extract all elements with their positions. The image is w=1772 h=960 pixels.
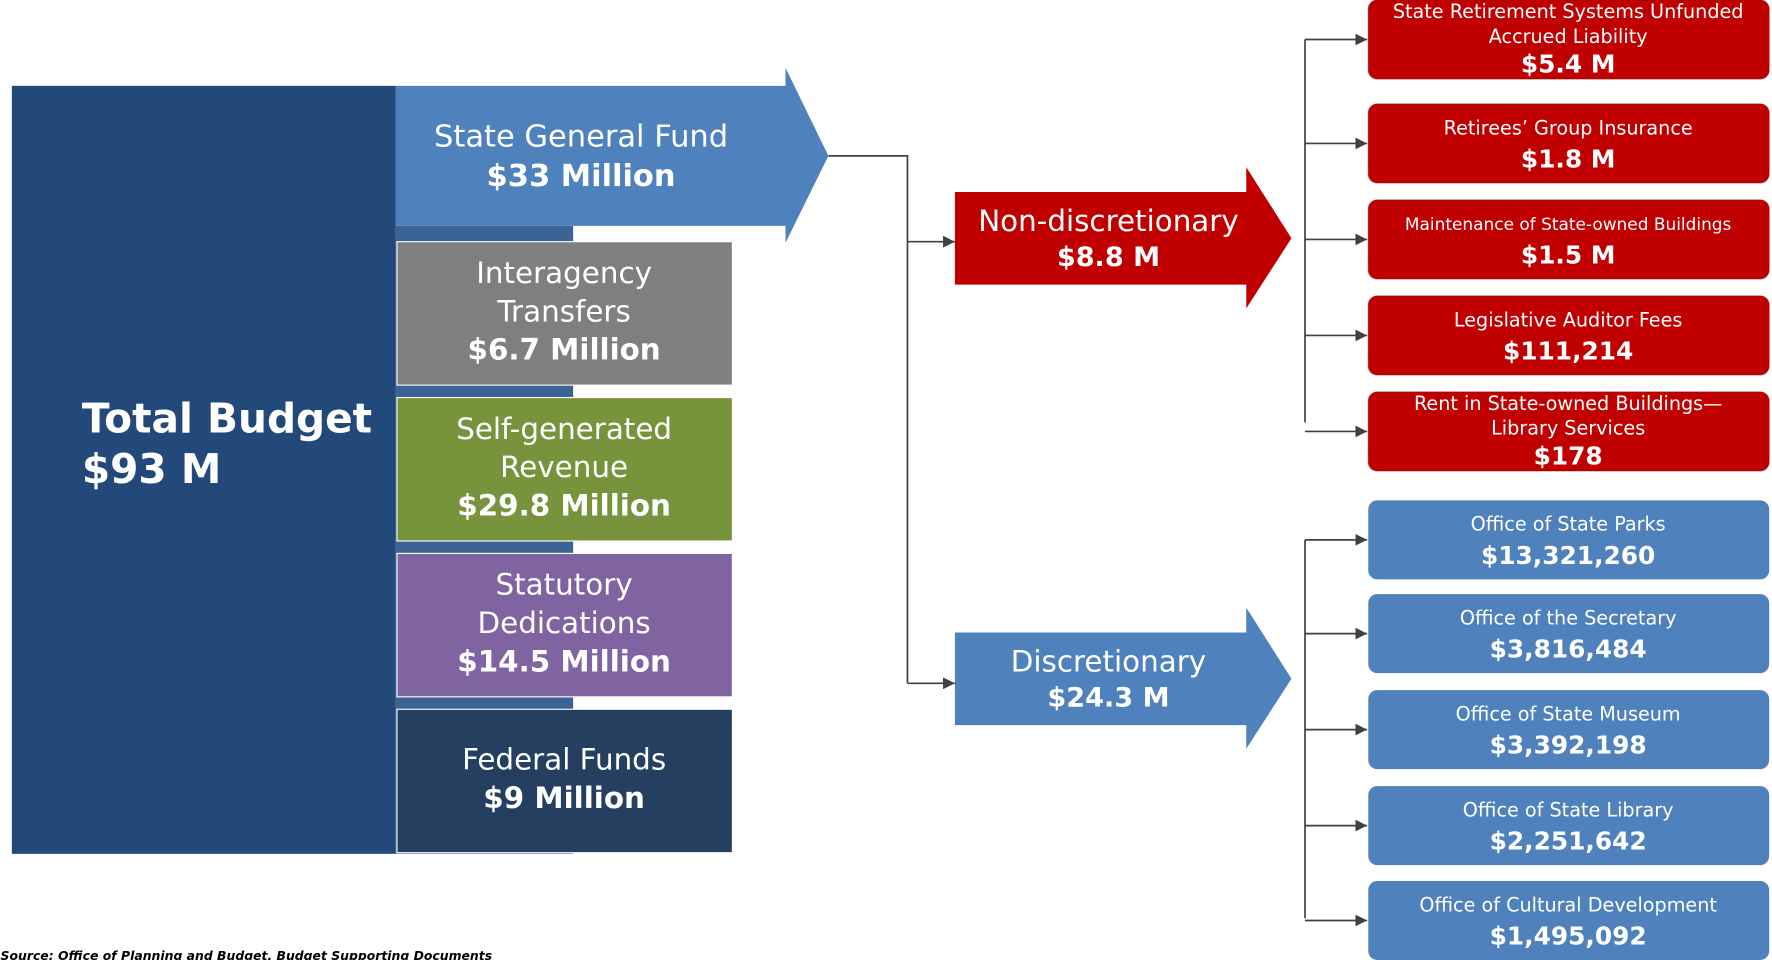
- non_discretionary-item-box: [1367, 199, 1770, 280]
- source-label: Dedications: [478, 606, 651, 640]
- non_discretionary-item-label: Accrued Liability: [1489, 25, 1648, 48]
- non_discretionary-item-label: Maintenance of State-owned Buildings: [1405, 214, 1731, 234]
- non_discretionary-item-label: Rent in State-owned Buildings—: [1414, 392, 1722, 415]
- source-label: Revenue: [500, 450, 628, 484]
- discretionary-value: $24.3 M: [1047, 683, 1169, 714]
- discretionary-item-value: $3,392,198: [1490, 731, 1647, 760]
- discretionary-item-value: $1,495,092: [1490, 921, 1647, 950]
- non_discretionary-item-label: State Retirement Systems Unfunded: [1393, 0, 1744, 23]
- non_discretionary-item-value: $111,214: [1503, 336, 1633, 365]
- non_discretionary-item-box: [1367, 103, 1770, 184]
- non_discretionary-item-value: $1.5 M: [1521, 240, 1616, 269]
- source-note: Source: Office of Planning and Budget, B…: [1, 948, 493, 960]
- source-box: [396, 396, 733, 542]
- discretionary-item-value: $3,816,484: [1490, 635, 1647, 664]
- discretionary-item-label: Office of State Parks: [1471, 513, 1666, 536]
- source-value: $33 Million: [487, 159, 676, 194]
- non_discretionary-item-box: [1367, 391, 1770, 472]
- source-label: State General Fund: [434, 119, 728, 154]
- connectors: [828, 39, 1306, 919]
- source-box: [396, 241, 733, 386]
- non_discretionary-item-label: Legislative Auditor Fees: [1454, 308, 1683, 331]
- non_discretionary-item-label: Retirees’ Group Insurance: [1444, 116, 1693, 139]
- source-label: Self-generated: [456, 412, 672, 446]
- source-arrow: [395, 67, 829, 243]
- non_discretionary-value: $8.8 M: [1057, 242, 1160, 273]
- non_discretionary-item-value: $1.8 M: [1521, 144, 1616, 173]
- discretionary-item-value: $2,251,642: [1490, 827, 1647, 856]
- source-label: Federal Funds: [462, 743, 666, 777]
- source-box: [396, 552, 733, 698]
- source-label: Transfers: [496, 294, 630, 328]
- source-value: $14.5 Million: [457, 644, 671, 678]
- discretionary-item-label: Office of State Library: [1463, 798, 1674, 821]
- non_discretionary-item-value: $178: [1534, 441, 1603, 470]
- non_discretionary-label: Non-discretionary: [978, 204, 1239, 238]
- discretionary-item-box: [1368, 690, 1770, 770]
- discretionary-arrow: [954, 607, 1292, 749]
- discretionary-item-label: Office of Cultural Development: [1419, 893, 1717, 916]
- non_discretionary-item-value: $5.4 M: [1521, 50, 1616, 79]
- source-label: Statutory: [496, 568, 633, 602]
- total-budget-block: [11, 85, 396, 854]
- non_discretionary-item-box: [1367, 0, 1770, 80]
- discretionary-label: Discretionary: [1011, 644, 1206, 678]
- total-value: $93 M: [82, 445, 221, 493]
- source-value: $9 Million: [483, 781, 645, 815]
- discretionary-item-box: [1368, 500, 1770, 580]
- source-label: Interagency: [476, 256, 652, 290]
- source-value: $29.8 Million: [457, 489, 671, 523]
- source-value: $6.7 Million: [468, 333, 661, 367]
- non_discretionary-item-label: Library Services: [1491, 417, 1645, 440]
- source-box: [396, 708, 733, 854]
- discretionary-item-value: $13,321,260: [1481, 541, 1655, 570]
- discretionary-item-box: [1368, 786, 1770, 866]
- non_discretionary-arrow: [954, 167, 1292, 309]
- discretionary-item-box: [1368, 880, 1770, 960]
- discretionary-item-label: Office of State Museum: [1456, 702, 1681, 725]
- non_discretionary-item-box: [1367, 295, 1770, 376]
- discretionary-item-label: Office of the Secretary: [1460, 606, 1677, 629]
- discretionary-item-box: [1368, 594, 1770, 674]
- total-label: Total Budget: [82, 394, 372, 442]
